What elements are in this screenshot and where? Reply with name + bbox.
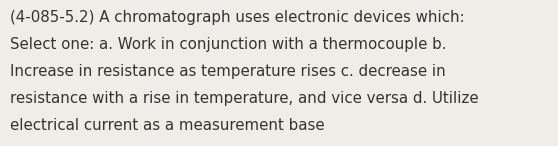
Text: Select one: a. Work in conjunction with a thermocouple b.: Select one: a. Work in conjunction with … — [10, 37, 446, 52]
Text: (4-085-5.2) A chromatograph uses electronic devices which:: (4-085-5.2) A chromatograph uses electro… — [10, 10, 465, 25]
Text: resistance with a rise in temperature, and vice versa d. Utilize: resistance with a rise in temperature, a… — [10, 91, 479, 106]
Text: Increase in resistance as temperature rises c. decrease in: Increase in resistance as temperature ri… — [10, 64, 446, 79]
Text: electrical current as a measurement base: electrical current as a measurement base — [10, 118, 325, 133]
